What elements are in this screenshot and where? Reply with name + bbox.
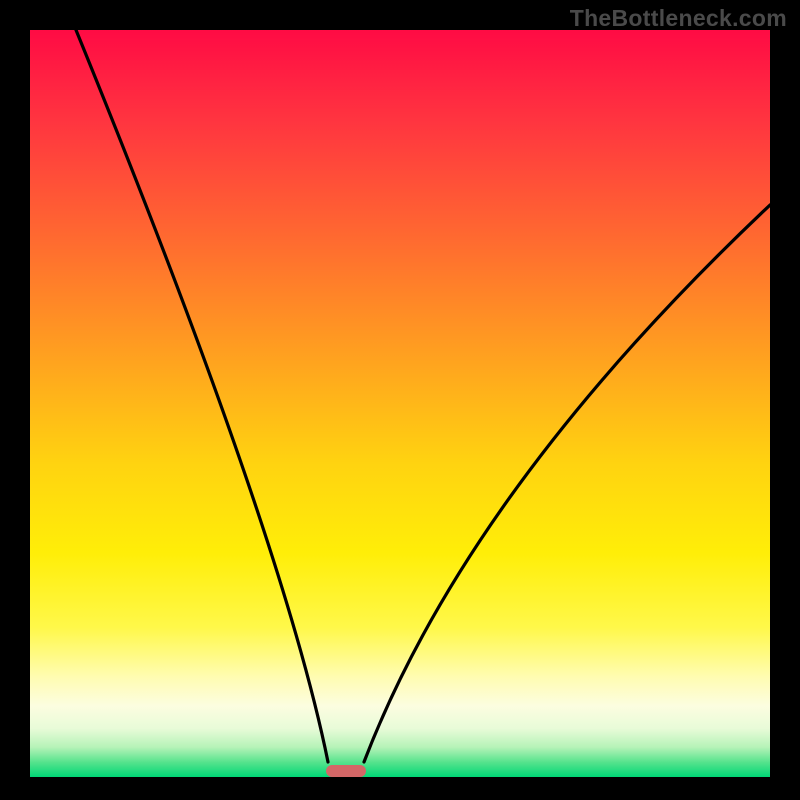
v-curve <box>30 30 770 777</box>
curve-right-branch <box>364 205 770 762</box>
curve-left-branch <box>76 30 328 762</box>
plot-area <box>30 30 770 777</box>
bottom-marker <box>326 765 366 777</box>
watermark-text: TheBottleneck.com <box>570 5 787 32</box>
